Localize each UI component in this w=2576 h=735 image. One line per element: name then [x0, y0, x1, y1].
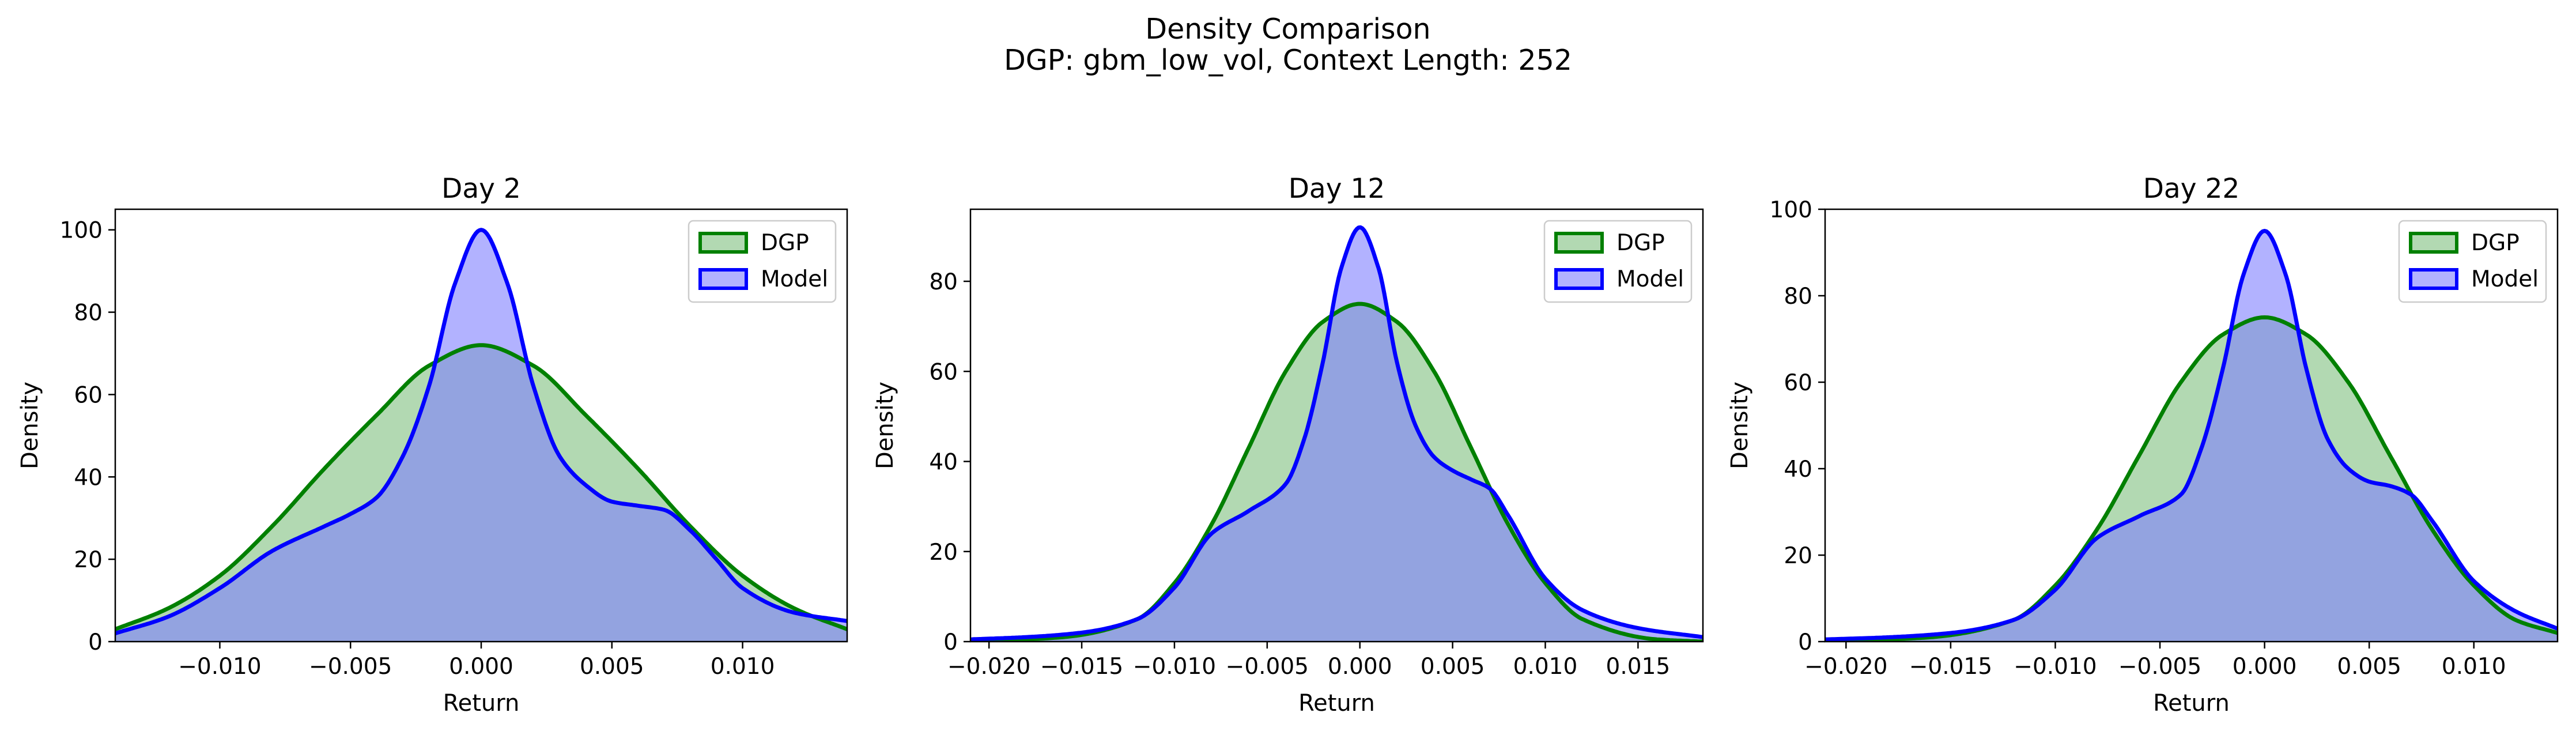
legend-swatch-dgp: [698, 232, 748, 254]
y-tick-label: 80: [1784, 284, 1812, 310]
x-axis-label: Return: [2153, 690, 2230, 717]
plot-area: [115, 228, 847, 642]
x-tick-label: −0.020: [947, 654, 1030, 680]
x-tick-label: 0.015: [1606, 654, 1671, 680]
y-axis-label: Density: [17, 382, 43, 469]
plot-area: [970, 225, 1703, 642]
x-tick-label: −0.010: [2014, 654, 2097, 680]
y-tick-label: 60: [929, 359, 958, 385]
legend: DGP Model: [2398, 220, 2547, 303]
figure-subtitle: DGP: gbm_low_vol, Context Length: 252: [1004, 44, 1572, 77]
y-tick-label: 80: [74, 300, 103, 326]
x-tick-label: 0.000: [2233, 654, 2297, 680]
legend-label: Model: [761, 266, 828, 292]
y-tick-label: 20: [1784, 543, 1812, 569]
x-tick-label: −0.010: [178, 654, 261, 680]
legend-label: DGP: [1616, 230, 1665, 256]
plot-area: [1825, 229, 2558, 642]
legend: DGP Model: [688, 220, 837, 303]
legend-label: DGP: [761, 230, 809, 256]
subplot-title: Day 22: [2143, 173, 2240, 205]
x-tick-label: 0.000: [1328, 654, 1392, 680]
legend-swatch-model: [698, 268, 748, 290]
x-tick-label: 0.005: [2337, 654, 2401, 680]
model-density-line: [970, 225, 1703, 642]
x-tick-label: 0.000: [449, 654, 513, 680]
dgp-density-line: [115, 343, 847, 631]
subplot-2: −0.020 −0.015 −0.010 −0.005 0.000 0.005 0.010 0…: [872, 173, 1704, 717]
model-density-line: [1825, 229, 2558, 642]
y-tick-label: 0: [88, 630, 103, 655]
y-tick-label: 20: [929, 540, 958, 566]
x-tick-label: −0.005: [1226, 654, 1309, 680]
subplot-title: Day 12: [1289, 173, 1385, 205]
x-tick-label: −0.020: [1804, 654, 1887, 680]
y-axis-label: Density: [1727, 382, 1753, 469]
x-tick-label: 0.005: [1421, 654, 1485, 680]
subplot-3: −0.020 −0.015 −0.010 −0.005 0.000 0.005 0.010 0…: [1727, 173, 2559, 717]
model-density-line: [115, 228, 847, 636]
axes-frame: [969, 208, 1704, 643]
y-tick-label: 20: [74, 547, 103, 573]
axes-frame: [1824, 208, 2559, 643]
x-tick-label: −0.010: [1133, 654, 1216, 680]
x-tick-label: 0.010: [711, 654, 775, 680]
x-tick-label: −0.015: [1040, 654, 1123, 680]
legend-swatch-model: [2409, 268, 2458, 290]
x-axis-label: Return: [443, 690, 520, 717]
y-tick-label: 40: [929, 450, 958, 476]
legend-label: Model: [1616, 266, 1684, 292]
x-tick-label: 0.010: [1513, 654, 1578, 680]
subplot-1: −0.010 −0.005 0.000 0.005 0.010 0 20 40 60 80 100 D…: [17, 173, 848, 717]
y-tick-label: 100: [60, 218, 103, 244]
y-tick-label: 60: [74, 382, 103, 408]
y-tick-label: 0: [1798, 630, 1812, 655]
y-tick-label: 60: [1784, 370, 1812, 396]
dgp-density-line: [1825, 315, 2558, 642]
y-axis-label: Density: [872, 382, 898, 469]
legend-label: DGP: [2471, 230, 2520, 256]
x-tick-label: 0.010: [2442, 654, 2506, 680]
y-tick-label: 40: [1784, 457, 1812, 483]
y-tick-label: 0: [943, 630, 958, 655]
legend-swatch-model: [1554, 268, 1604, 290]
y-tick-label: 80: [929, 269, 958, 295]
legend-swatch-dgp: [2409, 232, 2458, 254]
x-axis-label: Return: [1298, 690, 1375, 717]
figure-title: Density Comparison: [1145, 13, 1431, 46]
model-density-fill: [1825, 231, 2558, 642]
legend: DGP Model: [1543, 220, 1693, 303]
x-tick-label: −0.005: [309, 654, 392, 680]
y-tick-label: 40: [74, 465, 103, 491]
x-tick-label: −0.015: [1909, 654, 1992, 680]
legend-label: Model: [2471, 266, 2539, 292]
x-tick-label: −0.005: [2118, 654, 2201, 680]
x-tick-label: 0.005: [580, 654, 644, 680]
y-tick-label: 100: [1770, 197, 1812, 223]
subplot-title: Day 2: [441, 173, 521, 205]
legend-swatch-dgp: [1554, 232, 1604, 254]
